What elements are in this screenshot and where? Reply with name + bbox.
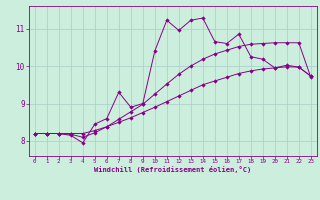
- X-axis label: Windchill (Refroidissement éolien,°C): Windchill (Refroidissement éolien,°C): [94, 166, 252, 173]
